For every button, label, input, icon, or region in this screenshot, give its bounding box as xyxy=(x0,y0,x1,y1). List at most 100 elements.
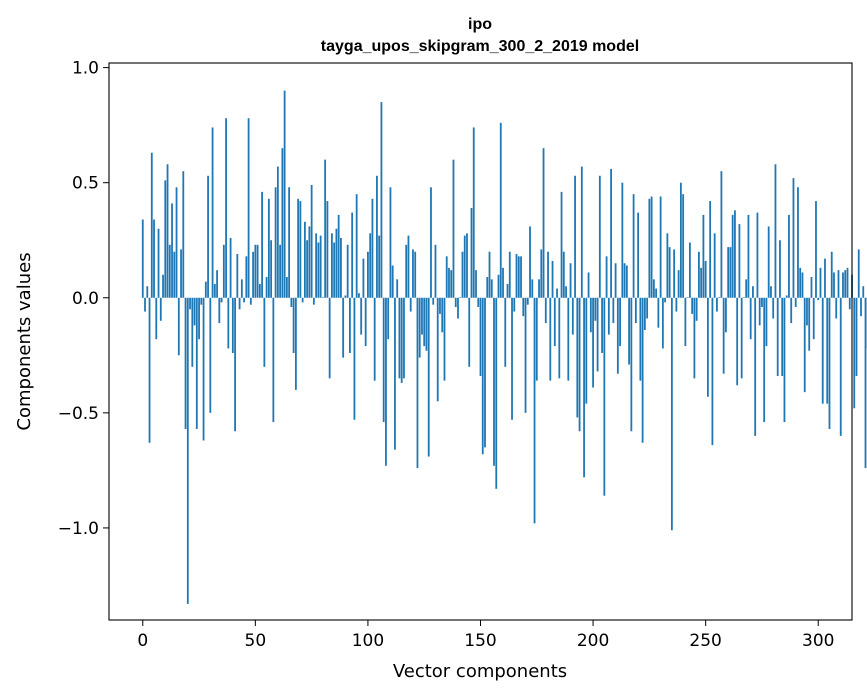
x-tick-label: 0 xyxy=(137,631,148,651)
bar xyxy=(259,284,261,298)
bar xyxy=(730,247,732,298)
bar xyxy=(336,229,338,298)
bar xyxy=(295,298,297,390)
bar xyxy=(239,298,241,310)
bar xyxy=(169,245,171,298)
bar xyxy=(538,279,540,297)
bar xyxy=(813,298,815,339)
bar xyxy=(585,298,587,404)
x-tick-label: 250 xyxy=(689,631,721,651)
y-tick-label: 1.0 xyxy=(72,59,99,79)
bar xyxy=(349,298,351,353)
bar xyxy=(531,279,533,297)
bar xyxy=(525,298,527,413)
bar xyxy=(646,298,648,319)
bar xyxy=(185,298,187,429)
bar xyxy=(376,176,378,298)
bar xyxy=(450,270,452,298)
bar xyxy=(608,298,610,335)
bar xyxy=(281,148,283,298)
bar xyxy=(853,298,855,408)
bar xyxy=(484,298,486,448)
bar xyxy=(394,298,396,450)
bar xyxy=(387,298,389,339)
bar xyxy=(405,245,407,298)
bar xyxy=(779,240,781,298)
bar xyxy=(207,176,209,298)
bar xyxy=(820,268,822,298)
bar xyxy=(678,270,680,298)
bar xyxy=(709,201,711,298)
bar xyxy=(757,213,759,298)
bar xyxy=(808,298,810,351)
bar xyxy=(707,298,709,397)
bar xyxy=(693,298,695,379)
bar xyxy=(790,298,792,323)
bar xyxy=(234,298,236,432)
bar xyxy=(410,298,412,312)
x-tick-label: 200 xyxy=(577,631,609,651)
bar xyxy=(626,266,628,298)
bar xyxy=(167,164,169,298)
bar xyxy=(475,270,477,298)
bar xyxy=(554,298,556,346)
bar xyxy=(257,245,259,298)
bar xyxy=(403,298,405,379)
bar xyxy=(236,254,238,298)
bar xyxy=(590,298,592,333)
bar xyxy=(662,298,664,349)
bar xyxy=(374,298,376,381)
bar xyxy=(221,298,223,303)
bar xyxy=(435,245,437,298)
bar xyxy=(833,272,835,297)
bar xyxy=(660,197,662,298)
bar xyxy=(194,298,196,326)
bar xyxy=(518,256,520,297)
bar xyxy=(437,298,439,402)
bar xyxy=(696,298,698,321)
bar xyxy=(500,123,502,298)
bar xyxy=(736,298,738,385)
bar xyxy=(468,298,470,367)
bar xyxy=(856,298,858,376)
bar xyxy=(772,298,774,319)
bar xyxy=(191,298,193,367)
bar xyxy=(718,297,720,298)
bar xyxy=(682,194,684,298)
bar xyxy=(176,187,178,297)
bar xyxy=(378,236,380,298)
bar xyxy=(536,298,538,381)
bar xyxy=(802,272,804,297)
bar xyxy=(241,279,243,297)
bar xyxy=(401,298,403,383)
bar xyxy=(230,238,232,298)
bar xyxy=(455,298,457,307)
bar xyxy=(439,298,441,314)
bar xyxy=(399,298,401,379)
bar xyxy=(768,226,770,297)
bar xyxy=(558,298,560,379)
bar xyxy=(824,259,826,298)
bar xyxy=(684,298,686,346)
bar xyxy=(529,226,531,297)
bar xyxy=(288,187,290,297)
bar xyxy=(331,233,333,297)
bar xyxy=(489,252,491,298)
bar xyxy=(383,298,385,422)
bar xyxy=(655,289,657,298)
bar xyxy=(547,252,549,298)
bar xyxy=(155,298,157,339)
bar xyxy=(200,298,202,305)
bar xyxy=(594,298,596,321)
bar xyxy=(182,171,184,298)
bar xyxy=(327,201,329,298)
bar xyxy=(520,256,522,297)
bar xyxy=(365,298,367,346)
bar xyxy=(597,298,599,372)
bar xyxy=(565,286,567,298)
bar xyxy=(421,298,423,335)
bar xyxy=(252,252,254,298)
bar xyxy=(466,233,468,297)
bar xyxy=(669,247,671,298)
bar xyxy=(745,279,747,297)
